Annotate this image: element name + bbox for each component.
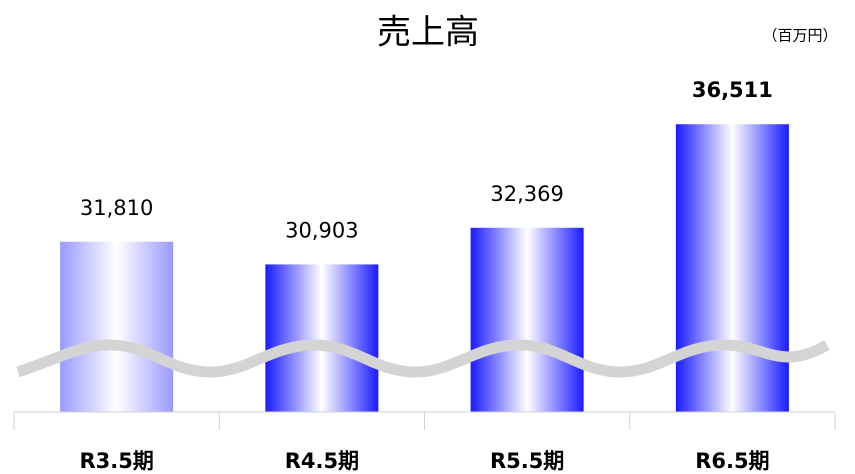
x-tick-label: R6.5期 [695,449,769,473]
bar [470,227,584,412]
bar [675,124,789,412]
unit-label: （百万円） [762,27,837,45]
axis-break-wave [16,339,830,378]
x-tick-label: R5.5期 [490,449,564,473]
x-tick-label: R4.5期 [285,449,359,473]
chart-title: 売上高 [377,13,479,53]
bar [60,241,174,412]
value-label: 36,511 [692,78,773,102]
value-label: 30,903 [285,218,358,242]
bars [60,124,789,412]
value-label: 31,810 [80,196,153,220]
value-label: 32,369 [490,182,563,206]
bar [265,264,379,412]
x-tick-label: R3.5期 [79,449,153,473]
